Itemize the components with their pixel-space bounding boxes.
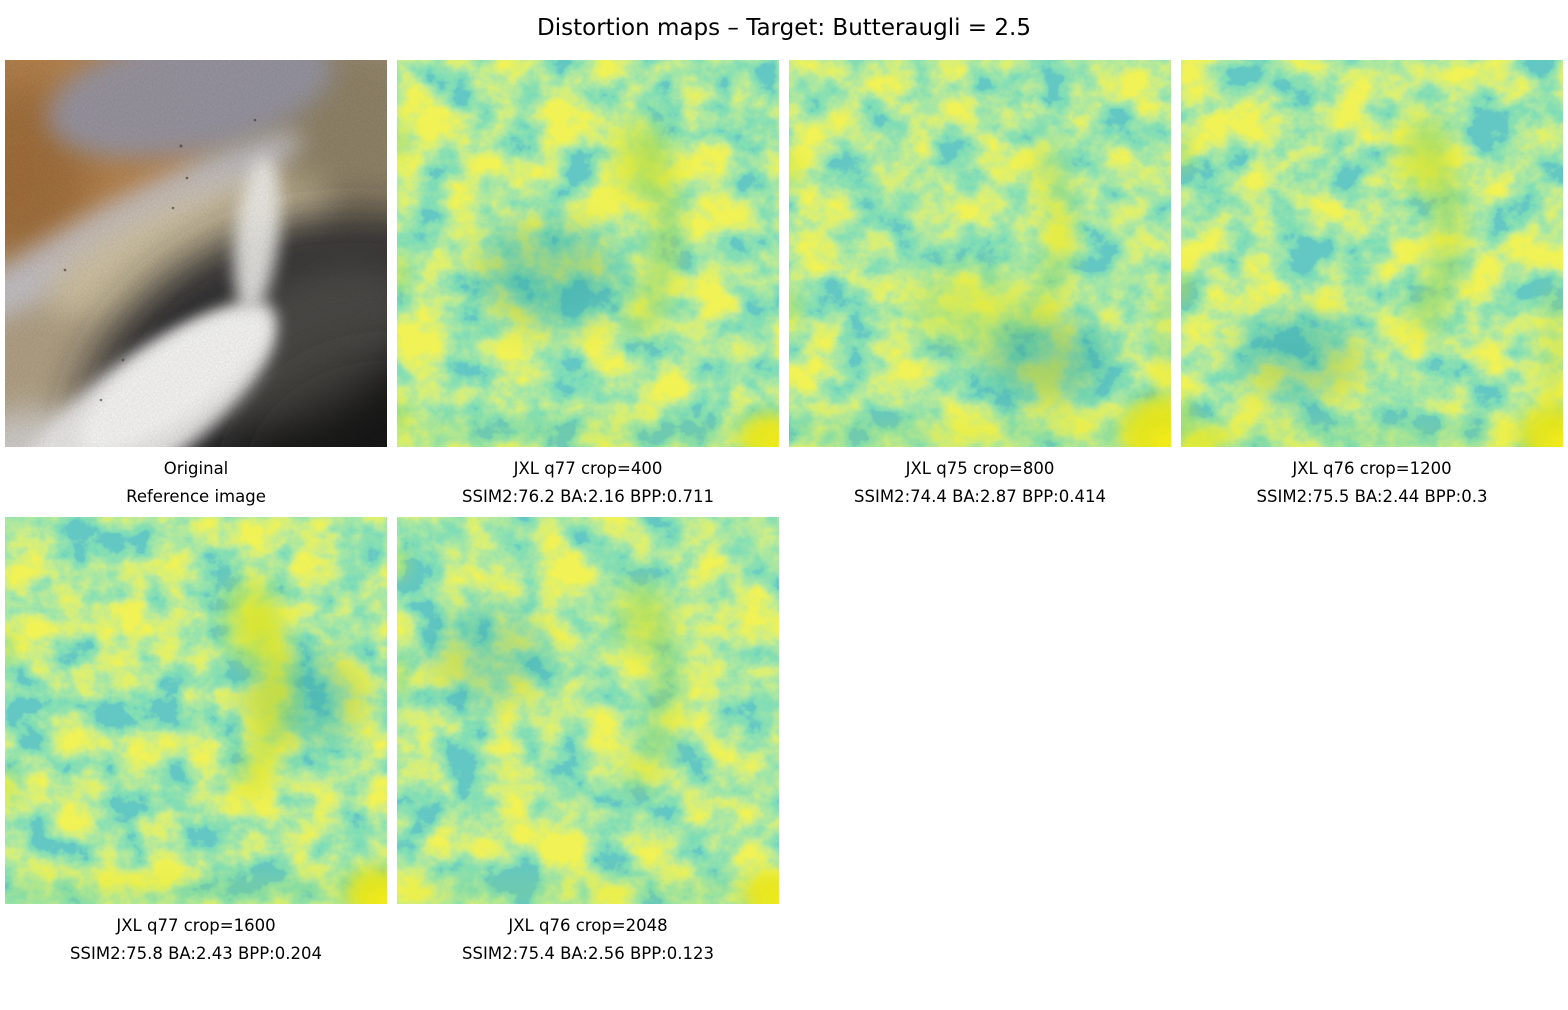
caption-line1: JXL q77 crop=1600 [116, 916, 276, 935]
caption-q76-crop1200: JXL q76 crop=1200 SSIM2:75.5 BA:2.44 BPP… [1141, 455, 1568, 510]
panel-q76-crop2048: JXL q76 crop=2048 SSIM2:75.4 BA:2.56 BPP… [397, 517, 779, 1010]
distortion-map-q76-crop2048 [397, 517, 779, 904]
caption-line1: JXL q76 crop=1200 [1292, 459, 1452, 478]
distortion-map-q77-crop1600 [5, 517, 387, 904]
caption-q75-crop800: JXL q75 crop=800 SSIM2:74.4 BA:2.87 BPP:… [749, 455, 1211, 510]
distortion-map-q77-crop400 [397, 60, 779, 447]
caption-line1: JXL q77 crop=400 [513, 459, 663, 478]
figure-title: Distortion maps – Target: Butteraugli = … [537, 15, 1031, 41]
caption-line2: SSIM2:75.4 BA:2.56 BPP:0.123 [462, 943, 714, 963]
caption-q77-crop400: JXL q77 crop=400 SSIM2:76.2 BA:2.16 BPP:… [357, 455, 819, 510]
caption-line2: SSIM2:76.2 BA:2.16 BPP:0.711 [462, 486, 714, 506]
caption-line2: SSIM2:74.4 BA:2.87 BPP:0.414 [854, 486, 1106, 506]
caption-original: Original Reference image [0, 455, 427, 510]
caption-line2: SSIM2:75.8 BA:2.43 BPP:0.204 [70, 943, 322, 963]
caption-q77-crop1600: JXL q77 crop=1600 SSIM2:75.8 BA:2.43 BPP… [0, 912, 427, 967]
panel-q75-crop800: JXL q75 crop=800 SSIM2:74.4 BA:2.87 BPP:… [789, 60, 1171, 553]
caption-line2: Reference image [126, 486, 266, 506]
caption-line1: Original [163, 459, 229, 478]
panel-original: Original Reference image [5, 60, 387, 553]
caption-q76-crop2048: JXL q76 crop=2048 SSIM2:75.4 BA:2.56 BPP… [357, 912, 819, 967]
panel-q77-crop400: JXL q77 crop=400 SSIM2:76.2 BA:2.16 BPP:… [397, 60, 779, 553]
distortion-map-q75-crop800 [789, 60, 1171, 447]
distortion-map-q76-crop1200 [1181, 60, 1563, 447]
panel-q77-crop1600: JXL q77 crop=1600 SSIM2:75.8 BA:2.43 BPP… [5, 517, 387, 1010]
reference-image [5, 60, 387, 447]
caption-line1: JXL q75 crop=800 [905, 459, 1055, 478]
caption-line1: JXL q76 crop=2048 [508, 916, 668, 935]
caption-line2: SSIM2:75.5 BA:2.44 BPP:0.3 [1256, 486, 1488, 506]
panel-q76-crop1200: JXL q76 crop=1200 SSIM2:75.5 BA:2.44 BPP… [1181, 60, 1563, 553]
